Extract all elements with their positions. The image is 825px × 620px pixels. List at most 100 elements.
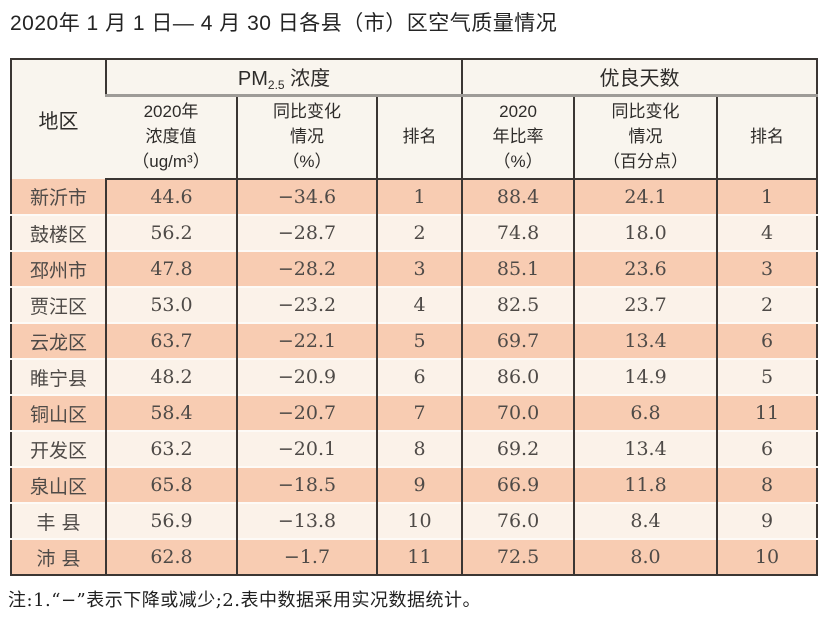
region-cell: 沛 县 [11, 538, 106, 575]
gd-rank-header: 排名 [716, 95, 818, 180]
gd-rate-cell: 69.7 [461, 322, 575, 359]
gd-rank-cell: 6 [716, 430, 818, 467]
group-header-row: 地区 PM2.5 浓度 优良天数 [11, 59, 818, 179]
gd-rank-cell: 4 [716, 214, 818, 251]
table-row: 铜山区 58.4 −20.7 7 70.0 6.8 11 [11, 394, 818, 431]
gd-change-cell: 13.4 [573, 322, 718, 359]
pm-rank-cell: 10 [375, 502, 463, 539]
gd-rank-cell: 3 [716, 250, 818, 287]
pm-rank-cell: 2 [375, 214, 463, 251]
gd-rank-cell: 11 [716, 394, 818, 431]
gd-rank-cell: 2 [716, 286, 818, 323]
pm-change-cell: −20.7 [236, 394, 377, 431]
region-cell: 铜山区 [11, 394, 106, 431]
region-cell: 丰 县 [11, 502, 106, 539]
gd-rate-cell: 85.1 [461, 250, 575, 287]
gd-change-header: 同比变化 情况 （百分点） [573, 95, 718, 180]
table-row: 泉山区 65.8 −18.5 9 66.9 11.8 8 [11, 466, 818, 503]
page-title: 2020年 1 月 1 日— 4 月 30 日各县（市）区空气质量情况 [10, 12, 558, 35]
air-quality-table: 地区 PM2.5 浓度 优良天数 2020年 浓度值 （ug/m³） 同比变化 … [10, 58, 819, 576]
pm-value-cell: 58.4 [105, 394, 237, 431]
gd-change-cell: 8.0 [573, 538, 718, 575]
gd-rank-cell: 10 [716, 538, 818, 575]
table-row: 云龙区 63.7 −22.1 5 69.7 13.4 6 [11, 322, 818, 359]
gd-change-cell: 11.8 [573, 466, 718, 503]
pm-change-cell: −20.9 [236, 358, 377, 395]
region-column-header: 地区 [11, 59, 106, 179]
gd-rate-cell: 86.0 [461, 358, 575, 395]
gd-change-cell: 24.1 [573, 179, 718, 215]
gd-change-cell: 8.4 [573, 502, 718, 539]
gd-rate-cell: 82.5 [461, 286, 575, 323]
gd-rank-cell: 8 [716, 466, 818, 503]
pm-change-cell: −1.7 [236, 538, 377, 575]
table-row: 开发区 63.2 −20.1 8 69.2 13.4 6 [11, 430, 818, 467]
gd-change-cell: 23.6 [573, 250, 718, 287]
region-cell: 鼓楼区 [11, 214, 106, 251]
pm-change-cell: −28.7 [236, 214, 377, 251]
table-row: 鼓楼区 56.2 −28.7 2 74.8 18.0 4 [11, 214, 818, 251]
pm-change-cell: −13.8 [236, 502, 377, 539]
gd-rank-cell: 9 [716, 502, 818, 539]
region-cell: 贾汪区 [11, 286, 106, 323]
pm-suffix-label: 浓度 [284, 67, 331, 90]
gd-rate-cell: 76.0 [461, 502, 575, 539]
region-cell: 开发区 [11, 430, 106, 467]
gd-rank-cell: 6 [716, 322, 818, 359]
table-body: 新沂市 44.6 −34.6 1 88.4 24.1 1 鼓楼区 56.2 −2… [11, 179, 818, 575]
pm-value-cell: 65.8 [105, 466, 237, 503]
gd-change-cell: 6.8 [573, 394, 718, 431]
gd-rate-cell: 69.2 [461, 430, 575, 467]
pm-change-cell: −23.2 [236, 286, 377, 323]
table-row: 丰 县 56.9 −13.8 10 76.0 8.4 9 [11, 502, 818, 539]
gd-rate-cell: 74.8 [461, 214, 575, 251]
pm-label: PM [237, 67, 268, 90]
gd-rank-cell: 5 [716, 358, 818, 395]
pm-rank-cell: 6 [375, 358, 463, 395]
pm-change-header: 同比变化 情况 （%） [236, 95, 377, 180]
pm-rank-cell: 9 [375, 466, 463, 503]
table-row: 邳州市 47.8 −28.2 3 85.1 23.6 3 [11, 250, 818, 287]
pm-rank-cell: 3 [375, 250, 463, 287]
pm-value-cell: 47.8 [105, 250, 237, 287]
pm-value-cell: 44.6 [105, 179, 237, 215]
gd-rate-cell: 66.9 [461, 466, 575, 503]
region-cell: 云龙区 [11, 322, 106, 359]
sub-header-row: 2020年 浓度值 （ug/m³） 同比变化 情况 （%） 排名 2020 年比… [11, 95, 818, 180]
pm-value-cell: 62.8 [105, 538, 237, 575]
region-cell: 邳州市 [11, 250, 106, 287]
gd-change-cell: 13.4 [573, 430, 718, 467]
pm-change-cell: −18.5 [236, 466, 377, 503]
gd-rate-cell: 70.0 [461, 394, 575, 431]
gd-rate-cell: 88.4 [461, 179, 575, 215]
pm-rank-cell: 1 [375, 179, 463, 215]
pm-change-cell: −28.2 [236, 250, 377, 287]
pm-value-cell: 48.2 [105, 358, 237, 395]
good-days-group-header: 优良天数 [461, 59, 818, 97]
table-row: 新沂市 44.6 −34.6 1 88.4 24.1 1 [11, 179, 818, 215]
pm-rank-cell: 11 [375, 538, 463, 575]
pm-rank-header: 排名 [375, 95, 463, 180]
pm-value-cell: 63.7 [105, 322, 237, 359]
pm-rank-cell: 5 [375, 322, 463, 359]
pm-rank-cell: 4 [375, 286, 463, 323]
pm-value-cell: 56.2 [105, 214, 237, 251]
table-row: 贾汪区 53.0 −23.2 4 82.5 23.7 2 [11, 286, 818, 323]
footnote: 注:1.“−”表示下降或减少;2.表中数据采用实况数据统计。 [8, 590, 481, 611]
table-header: 地区 PM2.5 浓度 优良天数 2020年 浓度值 （ug/m³） 同比变化 … [11, 59, 818, 180]
gd-rank-cell: 1 [716, 179, 818, 215]
table-row: 沛 县 62.8 −1.7 11 72.5 8.0 10 [11, 538, 818, 575]
gd-change-cell: 14.9 [573, 358, 718, 395]
gd-rate-cell: 72.5 [461, 538, 575, 575]
pm-rank-cell: 7 [375, 394, 463, 431]
pm-change-cell: −34.6 [236, 179, 377, 215]
gd-change-cell: 23.7 [573, 286, 718, 323]
region-cell: 泉山区 [11, 466, 106, 503]
region-cell: 新沂市 [11, 179, 106, 215]
pm-value-header: 2020年 浓度值 （ug/m³） [106, 95, 237, 180]
region-cell: 睢宁县 [11, 358, 106, 395]
pm-subscript: 2.5 [267, 77, 285, 92]
pm-value-cell: 56.9 [105, 502, 237, 539]
gd-rate-header: 2020 年比率 （%） [461, 95, 575, 180]
